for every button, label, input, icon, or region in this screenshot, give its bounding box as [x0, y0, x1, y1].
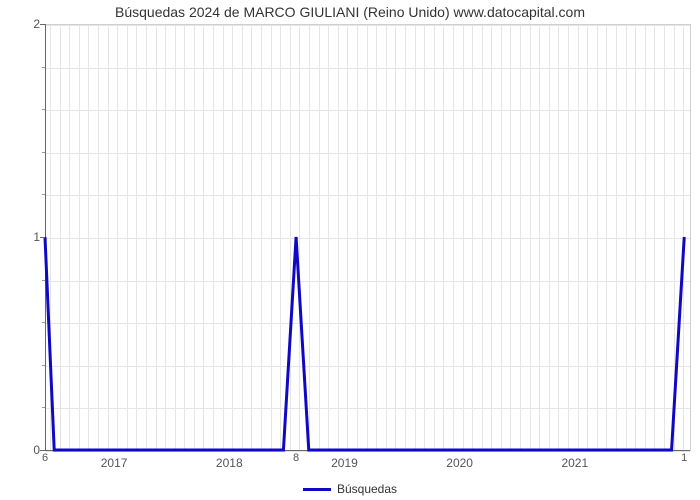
y-tick [40, 237, 45, 238]
y-tick [40, 24, 45, 25]
chart-title: Búsquedas 2024 de MARCO GIULIANI (Reino … [0, 4, 700, 20]
y-tick-label: 1 [10, 230, 40, 244]
y-tick-minor [42, 152, 45, 153]
x-tick-label: 2017 [101, 456, 128, 470]
y-tick-minor [42, 67, 45, 68]
legend-label: Búsquedas [337, 482, 397, 496]
chart-container: Búsquedas 2024 de MARCO GIULIANI (Reino … [0, 0, 700, 500]
x-tick-label: 2020 [446, 456, 473, 470]
y-tick-minor [42, 322, 45, 323]
y-tick [40, 450, 45, 451]
y-tick-minor [42, 109, 45, 110]
y-tick-minor [42, 280, 45, 281]
y-tick-minor [42, 194, 45, 195]
legend: Búsquedas [0, 481, 700, 496]
x-under-label: 1 [681, 452, 687, 464]
y-tick-minor [42, 365, 45, 366]
x-under-label: 8 [293, 452, 299, 464]
y-tick-label: 0 [10, 443, 40, 457]
y-tick-minor [42, 407, 45, 408]
legend-swatch [303, 488, 331, 491]
y-tick-label: 2 [10, 17, 40, 31]
x-tick-label: 2018 [216, 456, 243, 470]
x-tick-label: 2019 [331, 456, 358, 470]
x-tick-label: 2021 [561, 456, 588, 470]
x-under-label: 6 [42, 452, 48, 464]
line-series [45, 24, 690, 450]
